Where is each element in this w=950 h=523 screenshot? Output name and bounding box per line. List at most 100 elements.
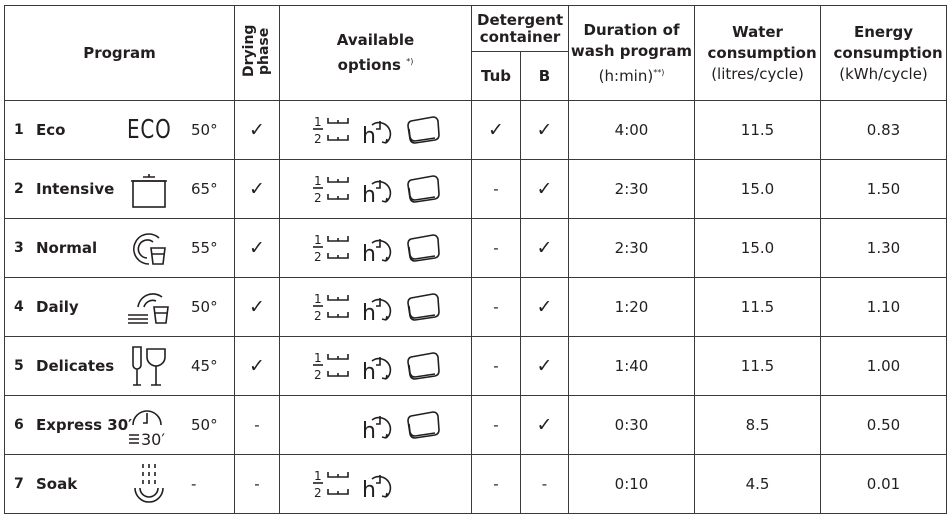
- svg-text:1: 1: [314, 174, 322, 188]
- water-value: 4.5: [694, 454, 821, 514]
- energy-value: 1.50: [820, 159, 947, 219]
- program-number: 1: [14, 122, 24, 138]
- header-water-label: Water consumption: [707, 22, 817, 62]
- drying-phase-value: -: [234, 395, 280, 455]
- program-cell: 3 Normal 55°: [4, 218, 235, 278]
- program-temperature: 50°: [191, 416, 218, 434]
- program-cell: 4 Daily 50°: [4, 277, 235, 337]
- program-number: 2: [14, 181, 24, 197]
- tub-value: -: [471, 277, 521, 337]
- svg-text:h: h: [362, 242, 376, 267]
- program-number: 7: [14, 476, 24, 492]
- b-value: ✓: [520, 395, 569, 455]
- program-number: 4: [14, 299, 24, 315]
- program-name: Soak: [36, 475, 78, 493]
- program-temperature: 50°: [191, 121, 218, 139]
- program-cell: 6 Express 30′ 30′ 50°: [4, 395, 235, 455]
- program-name: Delicates: [36, 357, 115, 375]
- header-available-options: Available options *): [279, 5, 472, 101]
- eco-icon: ECO: [121, 108, 177, 152]
- program-cell: 5 Delicates 45°: [4, 336, 235, 396]
- header-program: Program: [4, 5, 235, 101]
- drying-phase-value: ✓: [234, 100, 280, 160]
- duration-value: 1:20: [568, 277, 695, 337]
- tablet-icon: [404, 113, 444, 147]
- energy-value: 1.30: [820, 218, 947, 278]
- header-energy-label: Energy consumption: [833, 22, 943, 62]
- duration-value: 1:40: [568, 336, 695, 396]
- plate-glass-icon: [121, 226, 177, 270]
- header-duration-label: Duration of wash program: [570, 20, 693, 60]
- header-energy-unit: (kWh/cycle): [839, 64, 928, 83]
- header-duration: Duration of wash program (h:min)**): [568, 5, 695, 101]
- header-program-label: Program: [83, 44, 156, 62]
- svg-text:2: 2: [314, 486, 322, 500]
- svg-text:h: h: [362, 124, 376, 149]
- program-number: 3: [14, 240, 24, 256]
- program-cell: 2 Intensive 65°: [4, 159, 235, 219]
- drying-phase-value: -: [234, 454, 280, 514]
- svg-text:1: 1: [314, 292, 322, 306]
- drying-phase-value: ✓: [234, 336, 280, 396]
- header-drying-label: Drying phase: [241, 24, 272, 78]
- duration-value: 2:30: [568, 218, 695, 278]
- water-value: 11.5: [694, 277, 821, 337]
- program-number: 5: [14, 358, 24, 374]
- energy-value: 1.10: [820, 277, 947, 337]
- program-cell: 1 Eco ECO 50°: [4, 100, 235, 160]
- soak-icon: [121, 462, 177, 506]
- svg-text:2: 2: [314, 368, 322, 382]
- svg-text:h: h: [362, 419, 376, 444]
- b-value: -: [520, 454, 569, 514]
- svg-text:2: 2: [314, 250, 322, 264]
- express-30-text: 30′: [141, 430, 165, 449]
- svg-text:h: h: [362, 183, 376, 208]
- svg-text:h: h: [362, 301, 376, 326]
- b-value: ✓: [520, 336, 569, 396]
- delay-start-icon: h: [358, 290, 398, 326]
- header-energy: Energy consumption (kWh/cycle): [820, 5, 947, 101]
- duration-value: 0:10: [568, 454, 695, 514]
- header-detergent-container: Detergent container: [471, 5, 569, 52]
- water-value: 11.5: [694, 100, 821, 160]
- tablet-icon: [404, 349, 444, 383]
- program-name: Intensive: [36, 180, 115, 198]
- header-water-unit: (litres/cycle): [711, 64, 804, 83]
- delay-start-icon: h: [358, 113, 398, 149]
- delay-start-icon: h: [358, 467, 398, 503]
- svg-text:1: 1: [314, 233, 322, 247]
- program-temperature: 45°: [191, 357, 218, 375]
- duration-value: 2:30: [568, 159, 695, 219]
- delay-start-icon: h: [358, 172, 398, 208]
- svg-text:1: 1: [314, 351, 322, 365]
- tub-value: -: [471, 454, 521, 514]
- svg-text:1: 1: [314, 115, 322, 129]
- drying-phase-value: ✓: [234, 218, 280, 278]
- tablet-icon: [404, 172, 444, 206]
- program-temperature: 65°: [191, 180, 218, 198]
- energy-value: 1.00: [820, 336, 947, 396]
- header-tub: Tub: [471, 51, 521, 101]
- program-name: Express 30′: [36, 416, 133, 434]
- water-value: 15.0: [694, 159, 821, 219]
- svg-text:h: h: [362, 360, 376, 385]
- tub-value: -: [471, 336, 521, 396]
- program-cell: 7 Soak -: [4, 454, 235, 514]
- water-value: 15.0: [694, 218, 821, 278]
- tablet-icon: [404, 290, 444, 324]
- pot-icon: [121, 167, 177, 211]
- b-value: ✓: [520, 100, 569, 160]
